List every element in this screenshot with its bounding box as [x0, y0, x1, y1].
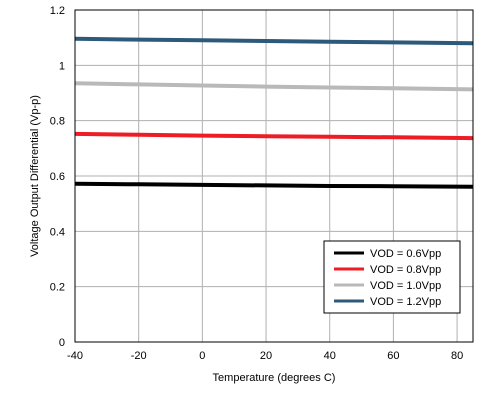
series-line-4: [74, 36, 474, 46]
x-tick-label: 20: [260, 350, 272, 362]
x-tick-label: -40: [67, 350, 83, 362]
x-tick-label: 60: [387, 350, 399, 362]
tick-labels: -40 -20 0 20 40 60 80 0 0.2 0.4 0.6 0.8 1 1.2: [50, 5, 464, 362]
legend-label: VOD = 1.2Vpp: [370, 296, 441, 308]
y-tick-label: 0.4: [50, 226, 65, 238]
y-tick-label: 0.8: [50, 116, 65, 128]
x-axis-title: Temperature (degrees C): [213, 372, 336, 384]
x-tick-label: 0: [199, 350, 205, 362]
series-line-2: [74, 131, 474, 141]
y-tick-label: 1: [59, 60, 65, 72]
series-line-3: [74, 81, 474, 92]
y-tick-label: 0.6: [50, 171, 65, 183]
legend: VOD = 0.6Vpp VOD = 0.8Vpp VOD = 1.0Vpp VOD …: [323, 240, 461, 314]
y-tick-label: 0: [59, 337, 65, 349]
plot-frame: [74, 9, 474, 343]
legend-label: VOD = 0.8Vpp: [370, 264, 441, 276]
series-line-1: [74, 181, 474, 189]
x-tick-label: 80: [451, 350, 463, 362]
series-lines: [74, 36, 474, 189]
x-tick-label: 40: [324, 350, 336, 362]
legend-label: VOD = 1.0Vpp: [370, 280, 441, 292]
y-tick-label: 1.2: [50, 5, 65, 17]
y-axis-title: Voltage Output Differential (Vp-p): [29, 95, 41, 257]
legend-label: VOD = 0.6Vpp: [370, 248, 441, 260]
y-tick-label: 0.2: [50, 282, 65, 294]
x-tick-label: -20: [131, 350, 147, 362]
